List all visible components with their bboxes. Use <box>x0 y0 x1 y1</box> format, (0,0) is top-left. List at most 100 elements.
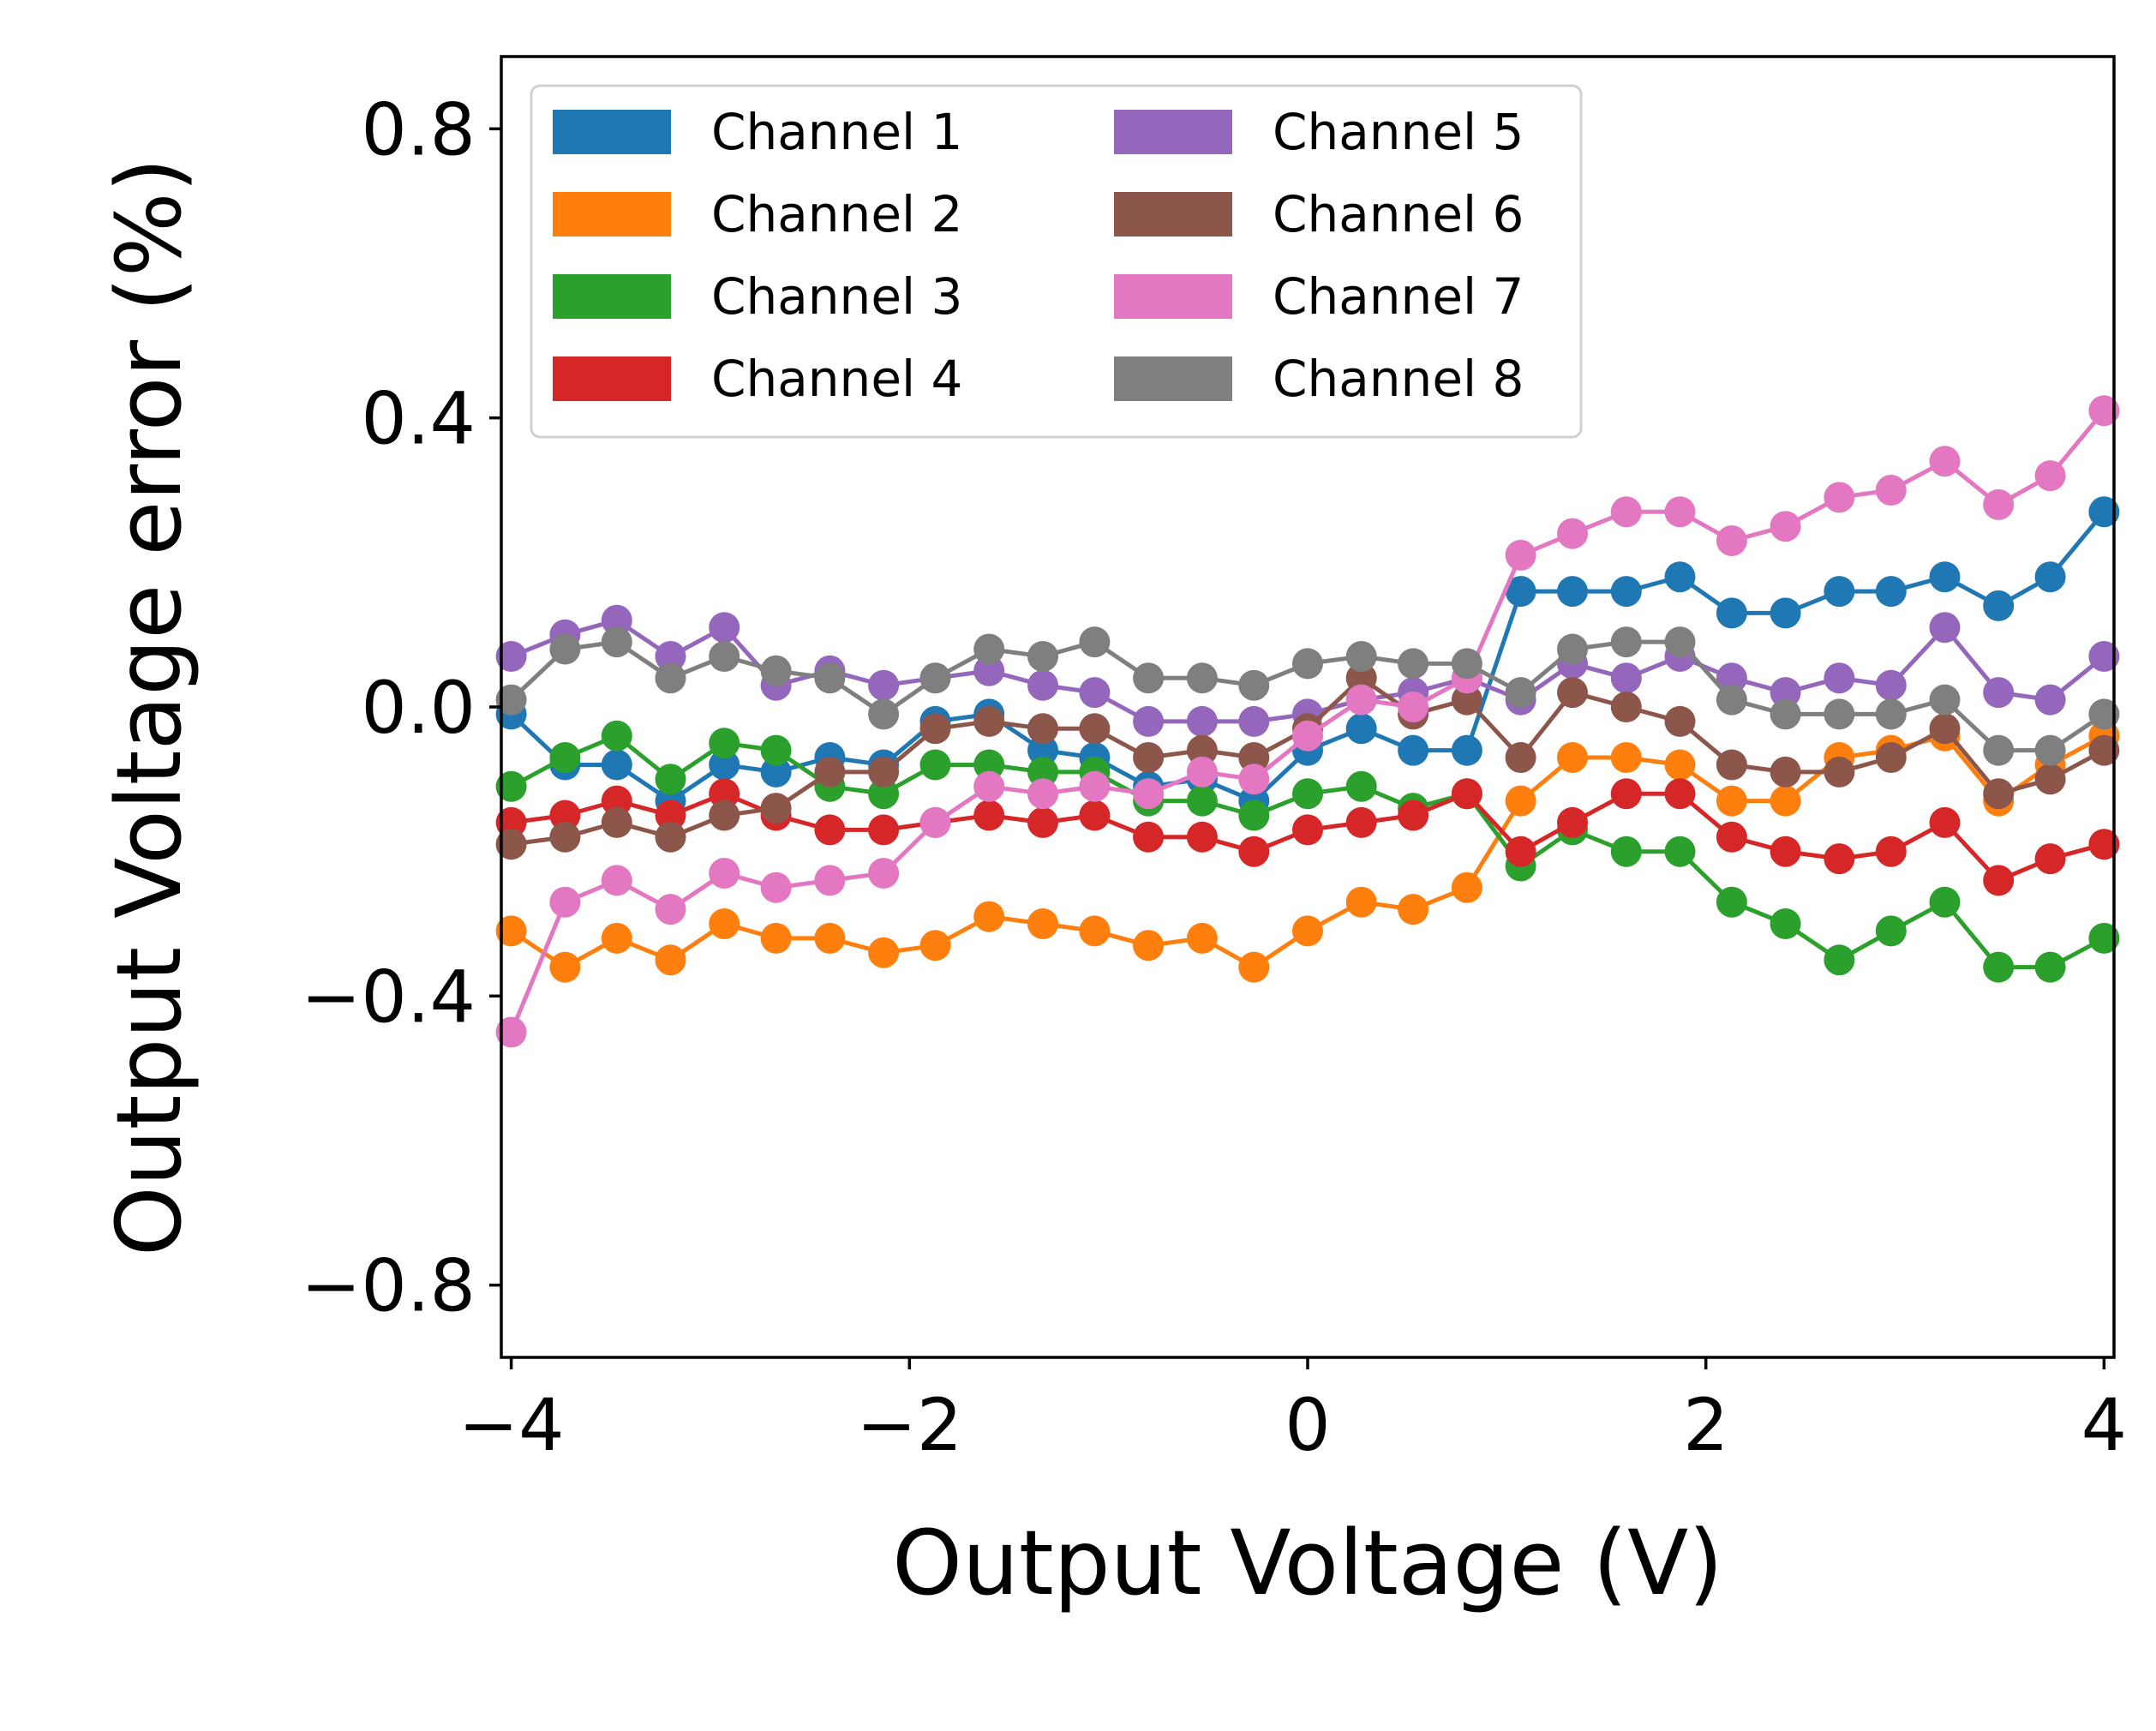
data-point <box>1079 677 1111 709</box>
data-point <box>760 922 792 954</box>
legend-label: Channel 4 <box>711 350 962 408</box>
data-point <box>655 662 686 694</box>
data-point <box>814 865 846 896</box>
data-point <box>1929 713 1961 745</box>
data-point <box>495 1016 527 1048</box>
data-point <box>2034 460 2066 492</box>
data-point <box>1238 836 1270 867</box>
data-point <box>1716 662 1747 694</box>
data-point <box>601 785 632 817</box>
data-point <box>973 770 1005 802</box>
legend-item: Channel 4 <box>553 350 962 408</box>
data-point <box>601 626 632 658</box>
data-point <box>2088 496 2120 528</box>
data-point <box>1186 705 1218 737</box>
data-point <box>2088 641 2120 672</box>
data-point <box>655 821 686 853</box>
data-point <box>1398 894 1429 925</box>
data-point <box>2088 734 2120 766</box>
data-point <box>1238 742 1270 773</box>
data-point <box>655 944 686 976</box>
data-point <box>2034 734 2066 766</box>
data-point <box>1929 886 1961 918</box>
data-point <box>1505 677 1536 709</box>
data-point <box>1133 742 1165 773</box>
data-point <box>655 894 686 925</box>
legend-item: Channel 3 <box>553 267 962 326</box>
data-point <box>1505 576 1536 608</box>
data-point <box>1398 692 1429 722</box>
legend-label: Channel 8 <box>1273 350 1524 408</box>
series-7 <box>495 395 2120 1048</box>
legend-label: Channel 2 <box>711 185 962 243</box>
data-point <box>1133 821 1165 853</box>
data-point <box>601 865 632 896</box>
data-point <box>868 858 900 889</box>
data-point <box>1345 770 1377 802</box>
data-point <box>1133 778 1165 810</box>
data-point <box>1027 778 1058 810</box>
data-point <box>919 749 951 781</box>
data-point <box>1186 734 1218 766</box>
data-point <box>709 728 740 759</box>
data-point <box>1292 778 1323 810</box>
data-point <box>1610 742 1642 773</box>
data-point <box>709 641 740 672</box>
legend-label: Channel 5 <box>1273 103 1524 161</box>
data-point <box>1664 705 1696 737</box>
data-point <box>1824 843 1855 875</box>
data-point <box>868 756 900 788</box>
x-tick-label: −4 <box>458 1383 565 1467</box>
data-point <box>709 908 740 939</box>
legend-label: Channel 3 <box>711 267 962 326</box>
legend-item: Channel 2 <box>553 185 962 243</box>
data-point <box>868 698 900 730</box>
data-point <box>1557 806 1588 838</box>
data-point <box>1027 713 1058 745</box>
data-point <box>1079 713 1111 745</box>
x-tick-label: 2 <box>1683 1383 1728 1467</box>
x-tick-label: −2 <box>856 1383 962 1467</box>
data-point <box>601 749 632 781</box>
data-point <box>1027 641 1058 672</box>
data-point <box>1133 662 1165 694</box>
data-point <box>868 778 900 810</box>
data-point <box>1983 734 2015 766</box>
data-point <box>2088 922 2120 954</box>
data-point <box>1345 806 1377 838</box>
data-point <box>973 633 1005 665</box>
data-point <box>1716 525 1747 556</box>
data-point <box>1664 496 1696 528</box>
y-tick-label: 0.8 <box>361 87 476 171</box>
x-tick-label: 4 <box>2081 1383 2127 1467</box>
data-point <box>868 669 900 701</box>
data-point <box>1398 800 1429 831</box>
data-point <box>1238 800 1270 831</box>
data-point <box>1451 778 1482 810</box>
data-point <box>1770 908 1801 939</box>
data-point <box>1824 482 1855 513</box>
data-point <box>495 641 527 672</box>
data-point <box>814 922 846 954</box>
legend-swatch <box>1114 192 1232 237</box>
legend-swatch <box>553 274 671 319</box>
data-point <box>1664 749 1696 781</box>
data-point <box>1238 764 1270 795</box>
data-point <box>1664 626 1696 658</box>
data-point <box>1610 626 1642 658</box>
data-point <box>1610 692 1642 722</box>
data-point <box>1505 539 1536 571</box>
data-point <box>1770 698 1801 730</box>
data-point <box>1027 669 1058 701</box>
data-point <box>1610 836 1642 867</box>
data-point <box>1610 778 1642 810</box>
data-point <box>1345 662 1377 694</box>
data-point <box>549 951 581 983</box>
data-point <box>1983 951 2015 983</box>
y-axis-label: Output Voltage error (%) <box>97 158 201 1256</box>
data-point <box>1345 641 1377 672</box>
data-point <box>1770 785 1801 817</box>
data-point <box>601 604 632 636</box>
data-point <box>1079 915 1111 947</box>
